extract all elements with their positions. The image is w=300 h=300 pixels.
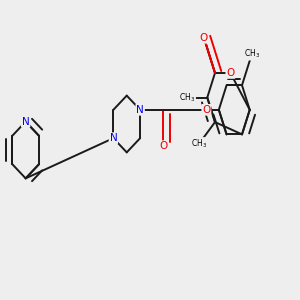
Text: O: O: [200, 33, 208, 43]
Text: O: O: [159, 141, 167, 151]
Text: CH$_3$: CH$_3$: [244, 47, 260, 60]
Text: O: O: [226, 68, 235, 78]
Text: N: N: [110, 133, 117, 143]
Text: O: O: [202, 105, 211, 115]
Text: CH$_3$: CH$_3$: [191, 137, 207, 150]
Text: CH$_3$: CH$_3$: [179, 91, 196, 104]
Text: N: N: [136, 105, 144, 115]
Text: N: N: [22, 117, 29, 127]
